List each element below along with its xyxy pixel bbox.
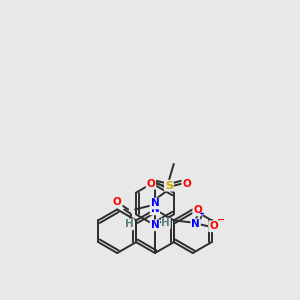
Text: O: O — [147, 179, 155, 189]
Text: O: O — [209, 221, 218, 231]
Text: N: N — [151, 199, 159, 208]
Text: −: − — [217, 215, 225, 225]
Text: H: H — [161, 218, 170, 228]
Text: N: N — [191, 219, 200, 229]
Text: S: S — [165, 181, 173, 191]
Text: N: N — [151, 220, 159, 230]
Text: O: O — [193, 206, 202, 215]
Text: N: N — [151, 204, 159, 214]
Text: O: O — [113, 196, 122, 206]
Text: O: O — [182, 179, 191, 189]
Text: +: + — [199, 212, 205, 218]
Text: H: H — [125, 219, 134, 229]
